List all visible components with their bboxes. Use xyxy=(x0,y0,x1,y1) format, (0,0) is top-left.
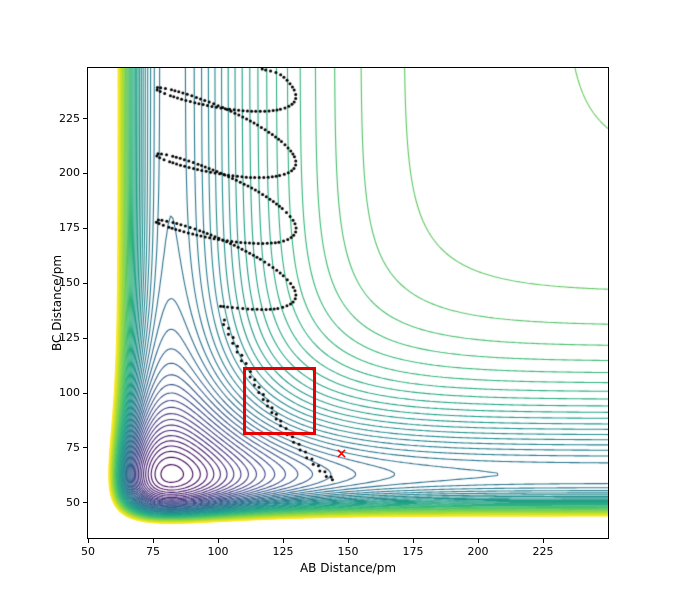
x-tick-label: 125 xyxy=(272,545,294,558)
y-tick-label: 200 xyxy=(59,166,80,180)
y-tick-mark xyxy=(83,282,87,284)
y-tick-mark xyxy=(83,502,87,504)
y-tick-mark xyxy=(83,447,87,449)
y-tick-label: 175 xyxy=(59,221,80,235)
x-tick-mark xyxy=(412,539,414,543)
x-tick-mark xyxy=(542,539,544,543)
y-axis-label: BC Distance/pm xyxy=(50,254,64,352)
x-tick-label: 200 xyxy=(467,545,489,558)
plot-area xyxy=(87,67,609,539)
x-tick-label: 50 xyxy=(81,545,95,558)
x-axis-label: AB Distance/pm xyxy=(299,561,397,575)
y-tick-label: 150 xyxy=(59,276,80,290)
x-tick-mark xyxy=(87,539,89,543)
y-tick-label: 100 xyxy=(59,386,80,400)
x-tick-mark xyxy=(477,539,479,543)
red-x-marker xyxy=(337,449,346,458)
y-tick-label: 125 xyxy=(59,331,80,345)
y-tick-label: 75 xyxy=(66,440,80,454)
y-tick-mark xyxy=(83,172,87,174)
x-tick-label: 150 xyxy=(337,545,359,558)
x-tick-label: 75 xyxy=(146,545,160,558)
x-tick-mark xyxy=(347,539,349,543)
y-tick-mark xyxy=(83,227,87,229)
y-tick-mark xyxy=(83,337,87,339)
x-tick-label: 100 xyxy=(207,545,229,558)
y-tick-mark xyxy=(83,118,87,119)
y-tick-label: 225 xyxy=(59,111,80,125)
y-tick-mark xyxy=(83,392,87,394)
highlight-rectangle xyxy=(242,367,316,436)
y-tick-label: 50 xyxy=(66,495,80,509)
x-tick-label: 225 xyxy=(532,545,554,558)
contour-plot-canvas xyxy=(88,68,608,538)
x-tick-mark xyxy=(152,539,154,543)
x-tick-mark xyxy=(217,539,219,543)
x-tick-label: 175 xyxy=(402,545,424,558)
x-tick-mark xyxy=(282,539,284,543)
